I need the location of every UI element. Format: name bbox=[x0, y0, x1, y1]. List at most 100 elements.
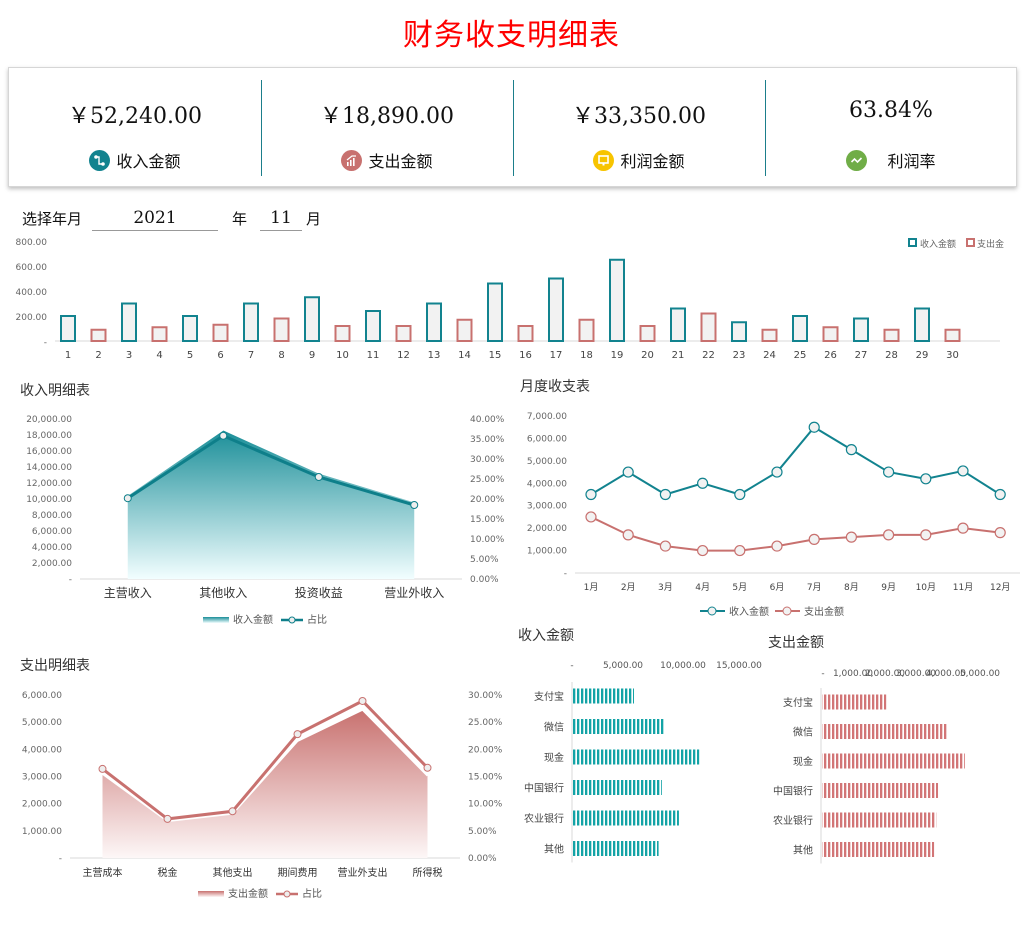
svg-text:3,000.00: 3,000.00 bbox=[22, 773, 62, 783]
svg-text:23: 23 bbox=[733, 350, 746, 361]
svg-text:支出金额: 支出金额 bbox=[228, 887, 268, 900]
svg-text:12月: 12月 bbox=[990, 582, 1010, 593]
svg-text:农业银行: 农业银行 bbox=[524, 812, 564, 825]
kpi-expense-value: ￥18,890.00 bbox=[320, 104, 454, 129]
svg-text:10,000.00: 10,000.00 bbox=[660, 661, 706, 671]
month-input[interactable]: 11 bbox=[260, 208, 302, 231]
bar bbox=[273, 317, 290, 342]
svg-text:16,000.00: 16,000.00 bbox=[26, 447, 72, 457]
svg-text:14: 14 bbox=[458, 350, 471, 361]
bar bbox=[365, 310, 381, 342]
bar bbox=[700, 312, 717, 342]
month-unit: 月 bbox=[306, 210, 322, 228]
svg-text:15,000.00: 15,000.00 bbox=[716, 661, 762, 671]
svg-text:7月: 7月 bbox=[807, 582, 822, 593]
bar bbox=[182, 315, 198, 342]
svg-text:4月: 4月 bbox=[695, 582, 710, 593]
kpi-panel: ￥52,240.00 收入金额 ￥18,890.00 支出金额 ￥33,350.… bbox=[8, 67, 1017, 187]
svg-text:18,000.00: 18,000.00 bbox=[26, 431, 72, 441]
svg-text:主营收入: 主营收入 bbox=[104, 586, 152, 600]
svg-text:11: 11 bbox=[367, 350, 380, 361]
monthly-title: 月度收支表 bbox=[520, 379, 590, 395]
kpi-margin-value: 63.84% bbox=[849, 98, 933, 123]
bar bbox=[761, 328, 778, 342]
svg-text:微信: 微信 bbox=[793, 726, 813, 739]
svg-text:支出金额: 支出金额 bbox=[804, 605, 844, 618]
svg-text:其他: 其他 bbox=[544, 843, 564, 856]
svg-text:-: - bbox=[59, 854, 62, 864]
svg-text:营业外支出: 营业外支出 bbox=[338, 866, 388, 879]
svg-text:8月: 8月 bbox=[844, 582, 859, 593]
svg-text:16: 16 bbox=[519, 350, 532, 361]
svg-text:5,000.00: 5,000.00 bbox=[603, 661, 643, 671]
svg-text:2: 2 bbox=[95, 350, 101, 361]
bar bbox=[639, 325, 656, 342]
bar bbox=[517, 325, 534, 342]
svg-text:28: 28 bbox=[885, 350, 898, 361]
svg-text:12: 12 bbox=[397, 350, 410, 361]
svg-text:25: 25 bbox=[794, 350, 807, 361]
chart-growth-icon bbox=[341, 149, 363, 171]
divider bbox=[261, 80, 262, 176]
svg-text:现金: 现金 bbox=[544, 751, 564, 764]
bar bbox=[487, 282, 503, 342]
svg-text:20,000.00: 20,000.00 bbox=[26, 415, 72, 425]
svg-text:40.00%: 40.00% bbox=[470, 415, 505, 425]
kpi-income: ￥52,240.00 收入金额 bbox=[9, 68, 261, 188]
expense-by-account-chart: -1,000.002,000.003,000.004,000.005,000.0… bbox=[773, 669, 1000, 864]
bar bbox=[90, 328, 107, 342]
kpi-expense: ￥18,890.00 支出金额 bbox=[261, 68, 513, 188]
bar bbox=[609, 258, 625, 342]
svg-text:6,000.00: 6,000.00 bbox=[22, 691, 62, 701]
kpi-profit-label: 利润金额 bbox=[620, 152, 685, 171]
svg-text:营业外收入: 营业外收入 bbox=[384, 586, 444, 600]
bar bbox=[883, 328, 900, 342]
svg-text:6: 6 bbox=[217, 350, 223, 361]
svg-text:其他支出: 其他支出 bbox=[213, 866, 253, 879]
svg-text:10.00%: 10.00% bbox=[470, 535, 505, 545]
svg-text:10.00%: 10.00% bbox=[468, 800, 503, 810]
svg-text:占比: 占比 bbox=[307, 613, 327, 626]
svg-text:5.00%: 5.00% bbox=[470, 555, 499, 565]
svg-text:1,000.00: 1,000.00 bbox=[22, 827, 62, 837]
svg-text:2,000.00: 2,000.00 bbox=[32, 559, 72, 569]
bar bbox=[670, 307, 686, 342]
svg-text:1,000.00: 1,000.00 bbox=[833, 669, 873, 679]
svg-text:收入金额: 收入金额 bbox=[729, 605, 769, 618]
bar bbox=[548, 277, 564, 342]
bar bbox=[121, 302, 137, 342]
svg-text:2,000.00: 2,000.00 bbox=[527, 524, 567, 534]
svg-text:10月: 10月 bbox=[916, 582, 936, 593]
svg-text:24: 24 bbox=[763, 350, 776, 361]
svg-text:4,000.00: 4,000.00 bbox=[22, 745, 62, 755]
svg-text:3,000.00: 3,000.00 bbox=[527, 502, 567, 512]
income-detail-title: 收入明细表 bbox=[20, 383, 90, 399]
svg-text:5,000.00: 5,000.00 bbox=[22, 718, 62, 728]
svg-text:35.00%: 35.00% bbox=[470, 435, 505, 445]
kpi-margin-label: 利润率 bbox=[887, 152, 936, 171]
svg-text:21: 21 bbox=[672, 350, 685, 361]
svg-text:5: 5 bbox=[187, 350, 193, 361]
svg-text:中国银行: 中国银行 bbox=[773, 785, 813, 798]
svg-text:6月: 6月 bbox=[770, 582, 785, 593]
kpi-profit: ￥33,350.00 利润金额 bbox=[513, 68, 765, 188]
svg-text:6,000.00: 6,000.00 bbox=[527, 434, 567, 444]
kpi-profit-value: ￥33,350.00 bbox=[572, 104, 706, 129]
year-input[interactable]: 2021 bbox=[92, 208, 218, 231]
svg-text:11月: 11月 bbox=[953, 582, 973, 593]
svg-text:600.00: 600.00 bbox=[16, 263, 48, 273]
svg-text:-: - bbox=[564, 569, 567, 579]
bar bbox=[944, 328, 961, 342]
svg-text:-: - bbox=[69, 575, 72, 585]
svg-text:9月: 9月 bbox=[881, 582, 896, 593]
svg-text:29: 29 bbox=[916, 350, 929, 361]
selector-label: 选择年月 bbox=[22, 210, 83, 228]
bar bbox=[914, 307, 930, 342]
svg-text:2月: 2月 bbox=[621, 582, 636, 593]
svg-text:25.00%: 25.00% bbox=[470, 475, 505, 485]
svg-text:4: 4 bbox=[156, 350, 162, 361]
svg-text:中国银行: 中国银行 bbox=[524, 782, 564, 795]
bar bbox=[212, 323, 229, 342]
svg-text:-: - bbox=[44, 338, 47, 348]
